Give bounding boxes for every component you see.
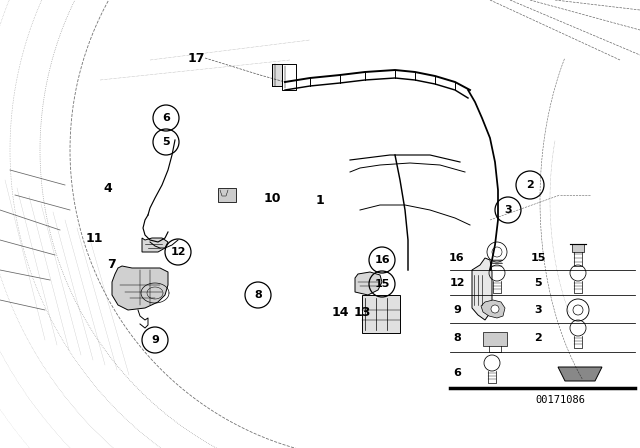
Text: 3: 3 — [534, 305, 542, 315]
Text: 7: 7 — [108, 258, 116, 271]
Text: 8: 8 — [453, 333, 461, 343]
Text: 5: 5 — [534, 278, 542, 288]
Text: 8: 8 — [254, 290, 262, 300]
Text: 14: 14 — [332, 306, 349, 319]
Text: 11: 11 — [85, 232, 103, 245]
Polygon shape — [112, 266, 168, 310]
Text: 3: 3 — [504, 205, 512, 215]
Text: 17: 17 — [188, 52, 205, 65]
Polygon shape — [142, 238, 168, 252]
Text: 5: 5 — [162, 137, 170, 147]
Text: 6: 6 — [162, 113, 170, 123]
Text: 12: 12 — [170, 247, 186, 257]
Text: 4: 4 — [104, 181, 113, 194]
Bar — [362, 295, 400, 333]
Text: 12: 12 — [449, 278, 465, 288]
Polygon shape — [558, 367, 602, 381]
Text: 13: 13 — [353, 306, 371, 319]
Text: 9: 9 — [151, 335, 159, 345]
Polygon shape — [355, 272, 382, 295]
Circle shape — [491, 305, 499, 313]
Text: 15: 15 — [374, 279, 390, 289]
Text: 16: 16 — [374, 255, 390, 265]
Text: 16: 16 — [449, 253, 465, 263]
Bar — [483, 332, 507, 346]
Bar — [272, 64, 282, 86]
Text: 15: 15 — [531, 253, 546, 263]
Polygon shape — [472, 258, 492, 320]
Text: 1: 1 — [316, 194, 324, 207]
Bar — [218, 188, 236, 202]
Text: 6: 6 — [453, 368, 461, 378]
Text: 00171086: 00171086 — [535, 395, 585, 405]
Text: 2: 2 — [534, 333, 542, 343]
Polygon shape — [481, 300, 505, 318]
Text: 10: 10 — [263, 191, 281, 204]
Text: 9: 9 — [453, 305, 461, 315]
Bar — [572, 244, 584, 252]
Text: 2: 2 — [526, 180, 534, 190]
